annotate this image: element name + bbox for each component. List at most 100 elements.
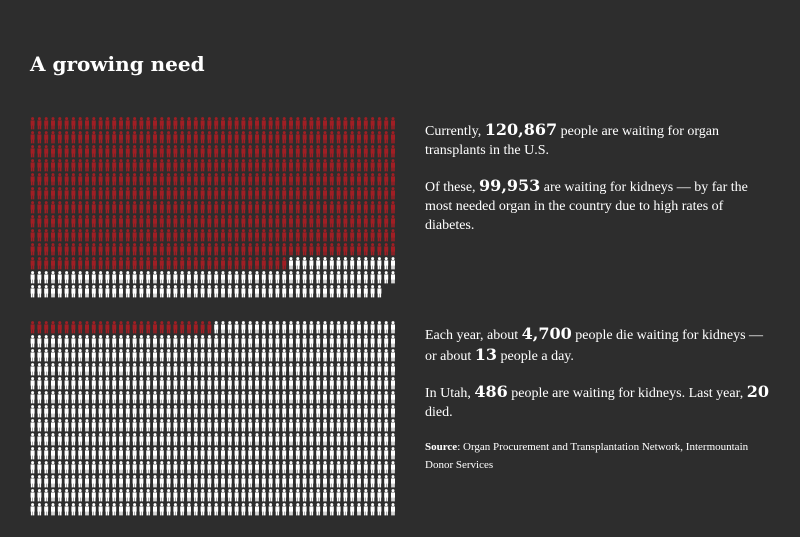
person-icon [78, 335, 83, 348]
person-icon [159, 257, 164, 270]
person-icon [302, 503, 307, 516]
person-icon [241, 243, 246, 256]
person-icon [51, 405, 55, 418]
person-icon [268, 117, 273, 130]
person-icon [241, 335, 246, 348]
person-icon [282, 201, 287, 214]
person-icon [316, 391, 321, 404]
person-icon [200, 419, 205, 432]
person-icon [357, 117, 361, 130]
person-icon [125, 271, 130, 284]
person-icon [173, 349, 178, 362]
person-icon [329, 243, 334, 256]
person-icon [370, 145, 375, 158]
person-icon [329, 475, 334, 488]
person-icon [159, 243, 164, 256]
person-icon [309, 349, 314, 362]
person-icon [64, 131, 69, 144]
person-icon [221, 257, 225, 270]
person-icon [132, 201, 137, 214]
person-icon [187, 271, 191, 284]
person-icon [159, 117, 164, 130]
person-icon [146, 321, 151, 334]
person-icon [85, 257, 89, 270]
person-icon [261, 447, 266, 460]
person-icon [159, 363, 164, 376]
person-icon [295, 271, 300, 284]
person-icon [275, 335, 280, 348]
person-icon [207, 285, 212, 298]
person-icon [323, 145, 327, 158]
person-icon [295, 257, 300, 270]
person-icon [132, 489, 137, 502]
person-icon [275, 201, 280, 214]
person-icon [350, 229, 355, 242]
person-icon [289, 391, 293, 404]
person-icon [146, 377, 151, 390]
person-icon [173, 489, 178, 502]
person-icon [363, 145, 368, 158]
person-icon [200, 391, 205, 404]
person-icon [282, 461, 287, 474]
person-icon [302, 145, 307, 158]
person-icon [370, 131, 375, 144]
person-icon [85, 349, 89, 362]
person-icon [255, 285, 259, 298]
person-icon [336, 229, 341, 242]
person-icon [180, 243, 185, 256]
person-icon [64, 461, 69, 474]
person-icon [125, 145, 130, 158]
person-icon [275, 461, 280, 474]
person-icon [295, 201, 300, 214]
person-icon [125, 117, 130, 130]
person-icon [227, 461, 232, 474]
person-icon [71, 349, 76, 362]
person-icon [282, 475, 287, 488]
person-icon [241, 173, 246, 186]
person-icon [207, 349, 212, 362]
person-icon [207, 391, 212, 404]
person-icon [357, 377, 361, 390]
person-icon [255, 433, 259, 446]
person-icon [336, 131, 341, 144]
person-icon [37, 475, 42, 488]
person-icon [200, 285, 205, 298]
person-icon [166, 405, 171, 418]
person-icon [282, 335, 287, 348]
person-icon [207, 335, 212, 348]
person-icon [221, 215, 225, 228]
person-icon [329, 321, 334, 334]
person-icon [241, 349, 246, 362]
person-icon [153, 131, 157, 144]
person-icon [132, 349, 137, 362]
person-icon [132, 391, 137, 404]
person-icon [139, 405, 144, 418]
person-icon [105, 377, 110, 390]
person-icon [64, 215, 69, 228]
person-icon [316, 145, 321, 158]
person-icon [71, 117, 76, 130]
person-icon [159, 173, 164, 186]
person-icon [207, 433, 212, 446]
person-icon [125, 321, 130, 334]
person-icon [384, 201, 389, 214]
person-icon [391, 257, 395, 270]
person-icon [166, 229, 171, 242]
person-icon [316, 503, 321, 516]
person-icon [146, 173, 151, 186]
person-icon [329, 117, 334, 130]
person-icon [234, 433, 239, 446]
person-icon [57, 419, 62, 432]
person-icon [309, 243, 314, 256]
person-icon [234, 201, 239, 214]
person-icon [57, 503, 62, 516]
person-icon [166, 489, 171, 502]
person-icon [377, 489, 382, 502]
person-icon [132, 257, 137, 270]
person-icon [112, 229, 117, 242]
person-icon [105, 461, 110, 474]
person-icon [329, 391, 334, 404]
person-icon [85, 433, 89, 446]
person-icon [71, 461, 76, 474]
person-icon [323, 419, 327, 432]
